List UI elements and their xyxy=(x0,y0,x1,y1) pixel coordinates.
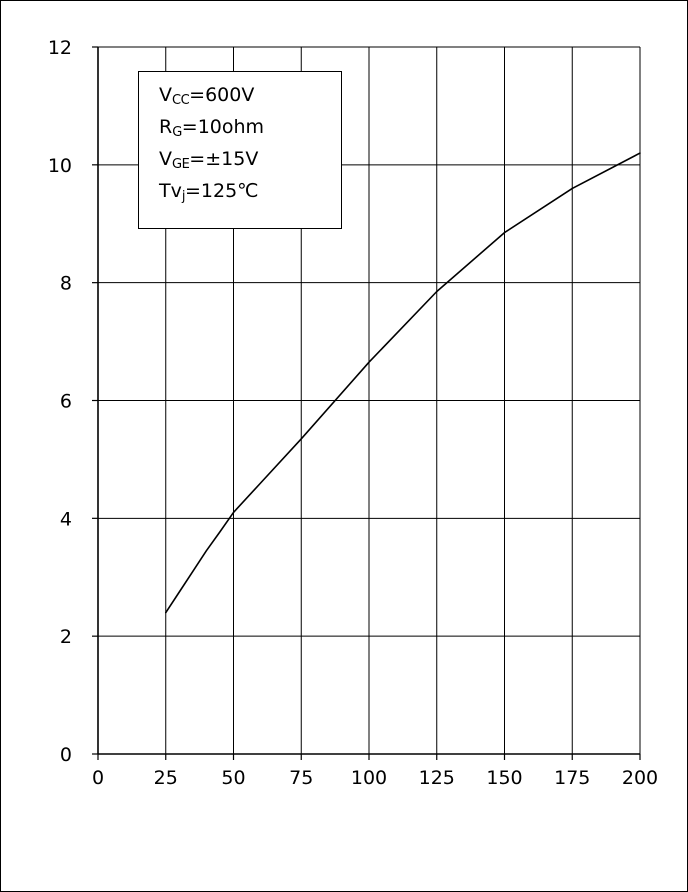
tvj-condition: Tvj=125℃ xyxy=(159,180,259,204)
vge-condition: VGE=±15V xyxy=(159,148,259,172)
tick-labels: 0 2 4 6 8 10 12 0 25 50 75 100 125 150 175 200 xyxy=(48,37,658,789)
y-tick-label-2: 2 xyxy=(60,626,72,648)
series-layer xyxy=(165,152,641,614)
vcc-condition: VCC=600V xyxy=(159,84,255,108)
x-tick-label-125: 125 xyxy=(419,767,455,789)
y-tick-label-4: 4 xyxy=(60,508,72,530)
series-line-0 xyxy=(165,152,641,614)
x-tick-label-0: 0 xyxy=(92,767,104,789)
y-tick-label-6: 6 xyxy=(60,391,72,413)
x-tick-label-50: 50 xyxy=(221,767,245,789)
x-tick-label-75: 75 xyxy=(289,767,313,789)
test-conditions-box: VCC=600V RG=10ohm VGE=±15V Tvj=125℃ xyxy=(138,71,342,229)
x-tick-label-150: 150 xyxy=(486,767,522,789)
y-tick-label-8: 8 xyxy=(60,273,72,295)
rg-condition: RG=10ohm xyxy=(159,116,265,140)
x-tick-label-200: 200 xyxy=(622,767,658,789)
x-tick-label-100: 100 xyxy=(351,767,387,789)
y-tick-label-10: 10 xyxy=(48,155,72,177)
y-tick-label-0: 0 xyxy=(60,744,72,766)
x-tick-label-25: 25 xyxy=(154,767,178,789)
x-tick-label-175: 175 xyxy=(554,767,590,789)
axes-layer xyxy=(92,46,641,760)
y-tick-label-12: 12 xyxy=(48,37,72,59)
